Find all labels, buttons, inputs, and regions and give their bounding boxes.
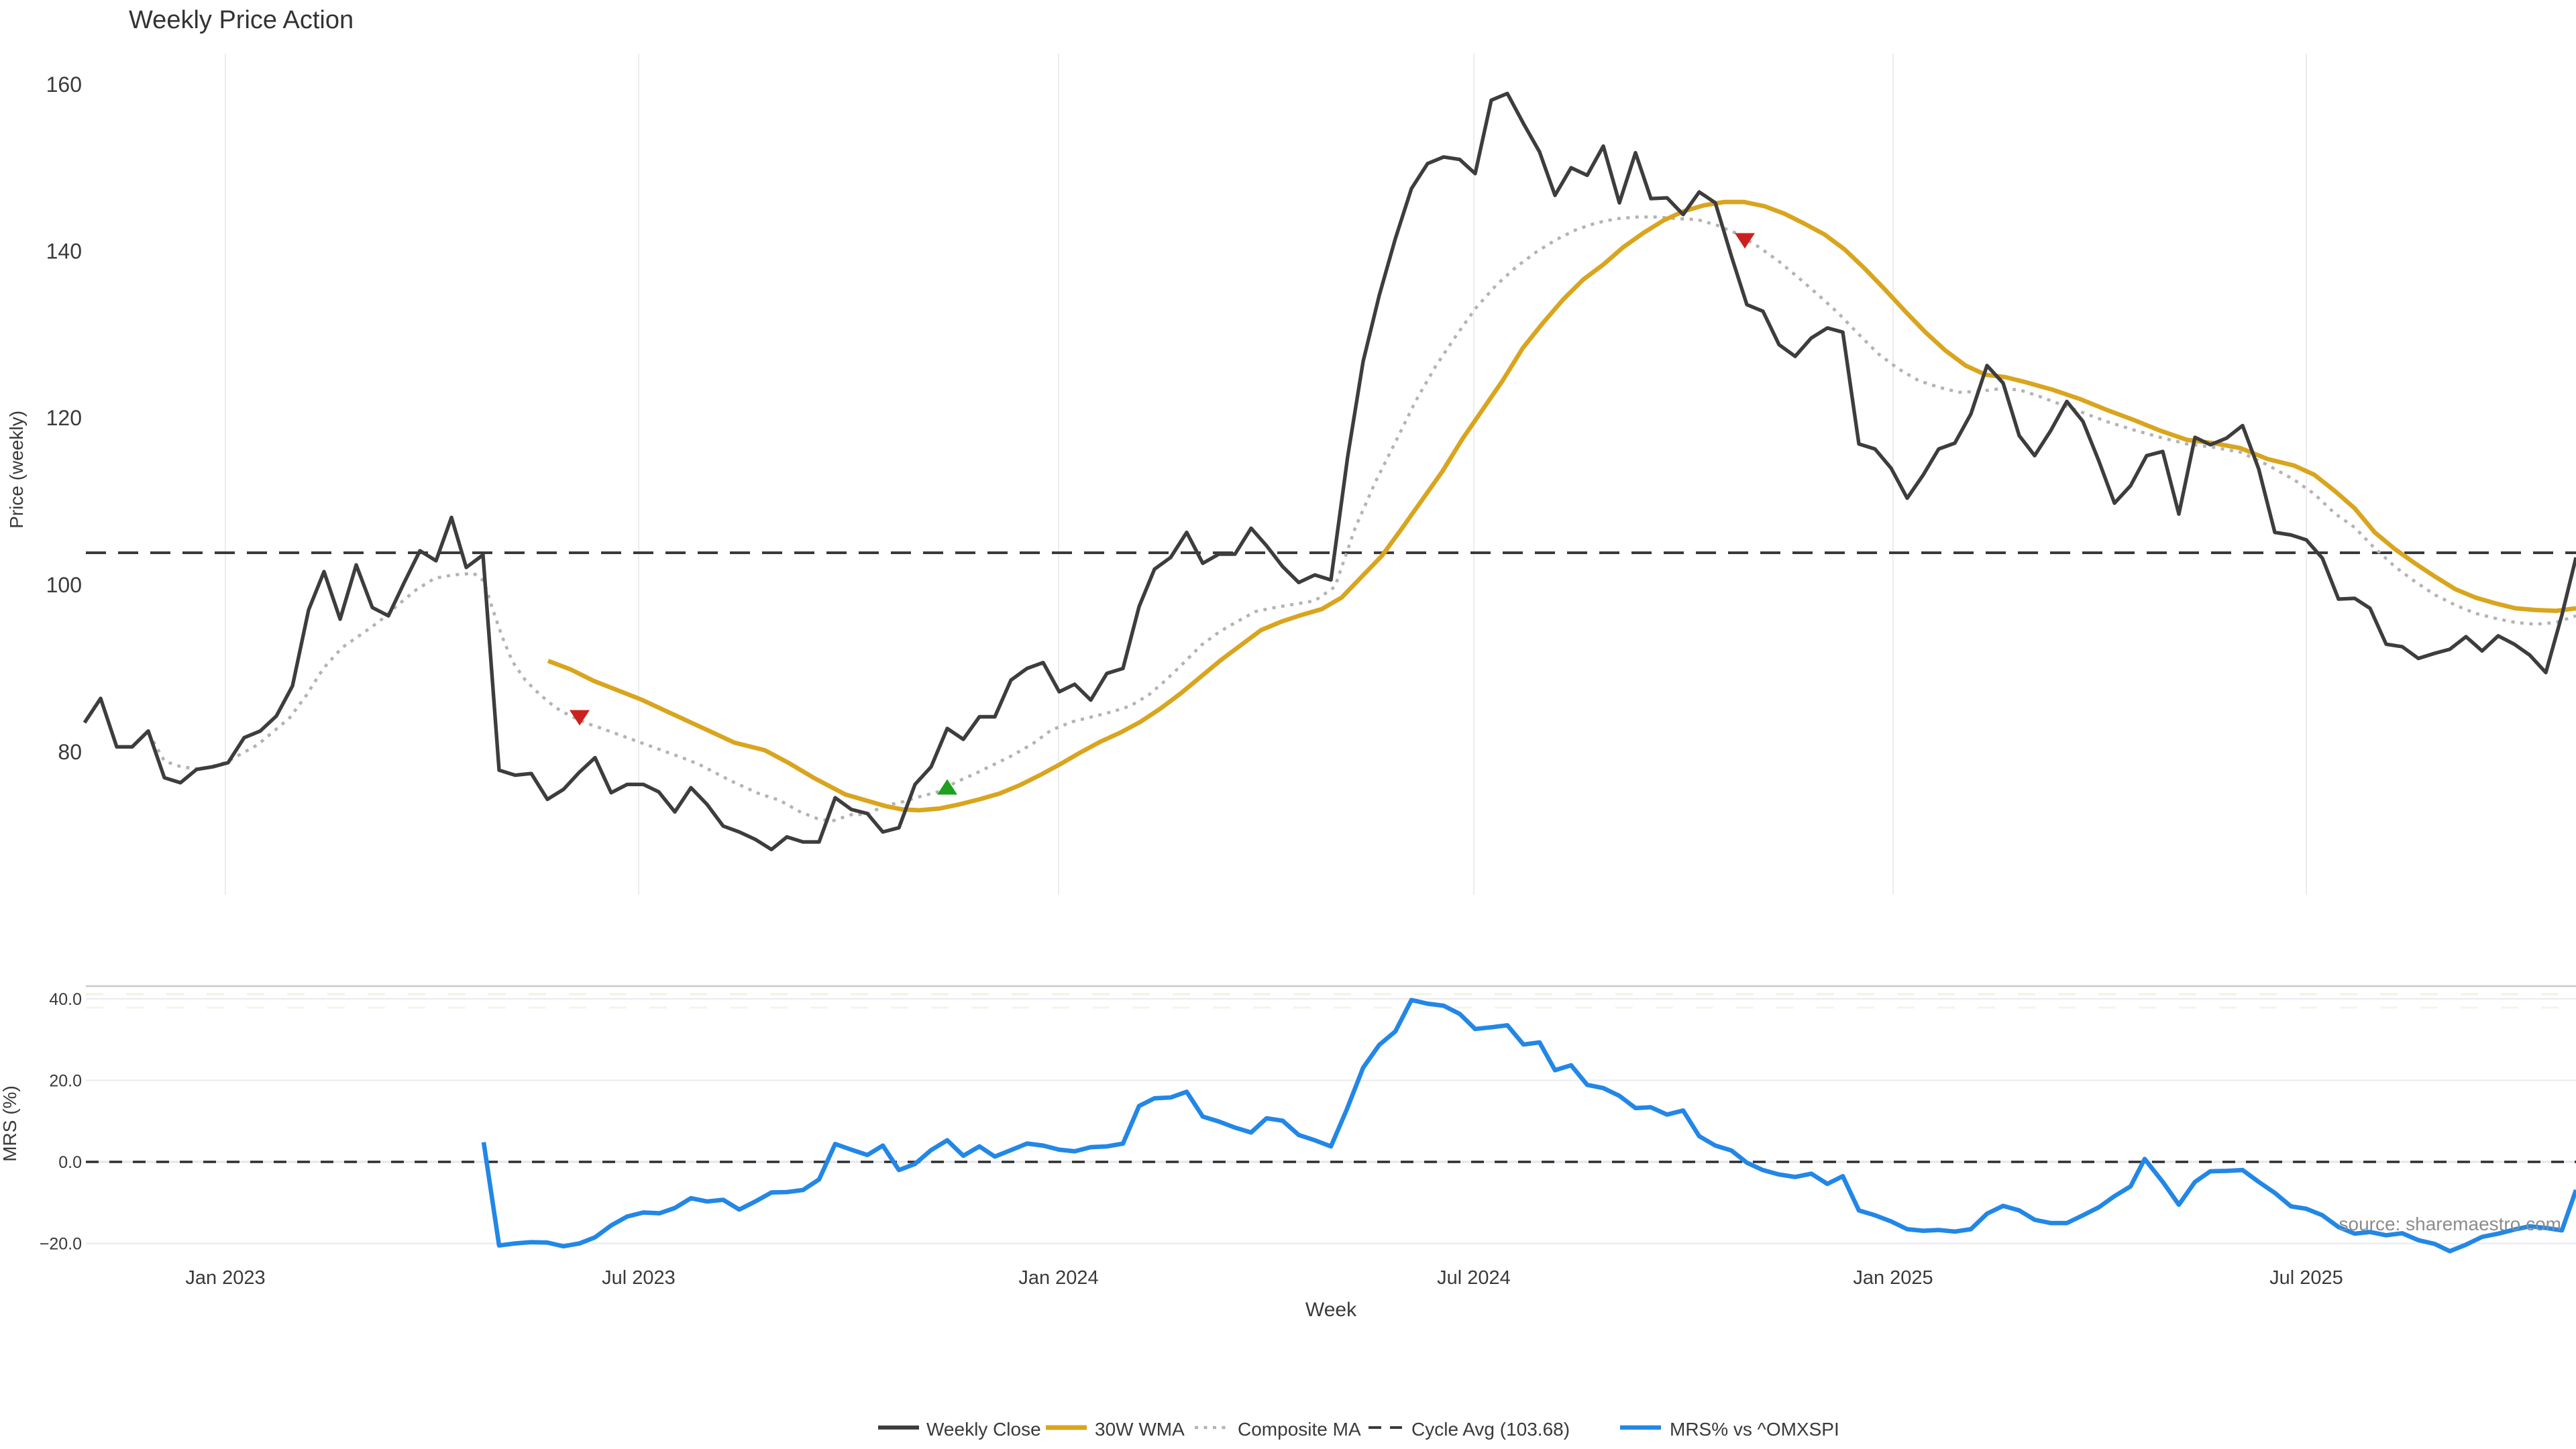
svg-text:100: 100 <box>46 573 82 597</box>
svg-text:source: sharemaestro.com: source: sharemaestro.com <box>2339 1214 2561 1234</box>
svg-text:120: 120 <box>46 406 82 430</box>
svg-text:Jan 2023: Jan 2023 <box>185 1267 265 1289</box>
svg-text:−20.0: −20.0 <box>40 1235 82 1254</box>
svg-text:Price (weekly): Price (weekly) <box>6 411 27 529</box>
svg-text:Jan 2024: Jan 2024 <box>1018 1267 1098 1289</box>
svg-text:30W WMA: 30W WMA <box>1095 1419 1185 1440</box>
svg-text:40.0: 40.0 <box>49 990 82 1009</box>
svg-text:MRS (%): MRS (%) <box>0 1085 20 1162</box>
svg-text:MRS% vs ^OMXSPI: MRS% vs ^OMXSPI <box>1670 1419 1839 1440</box>
svg-text:Week: Week <box>1305 1299 1357 1321</box>
svg-text:Composite MA: Composite MA <box>1238 1419 1361 1440</box>
svg-text:Jul 2023: Jul 2023 <box>602 1267 676 1289</box>
svg-text:140: 140 <box>46 239 82 264</box>
svg-text:Weekly Close: Weekly Close <box>926 1419 1041 1440</box>
svg-text:Weekly Price Action: Weekly Price Action <box>129 6 354 34</box>
svg-text:Jul 2025: Jul 2025 <box>2269 1267 2343 1289</box>
svg-text:Jan 2025: Jan 2025 <box>1853 1267 1933 1289</box>
svg-text:Cycle Avg (103.68): Cycle Avg (103.68) <box>1411 1419 1570 1440</box>
svg-text:160: 160 <box>46 72 82 97</box>
svg-text:80: 80 <box>58 740 82 764</box>
svg-text:20.0: 20.0 <box>49 1072 82 1091</box>
svg-text:Jul 2024: Jul 2024 <box>1437 1267 1511 1289</box>
svg-text:0.0: 0.0 <box>58 1153 82 1172</box>
